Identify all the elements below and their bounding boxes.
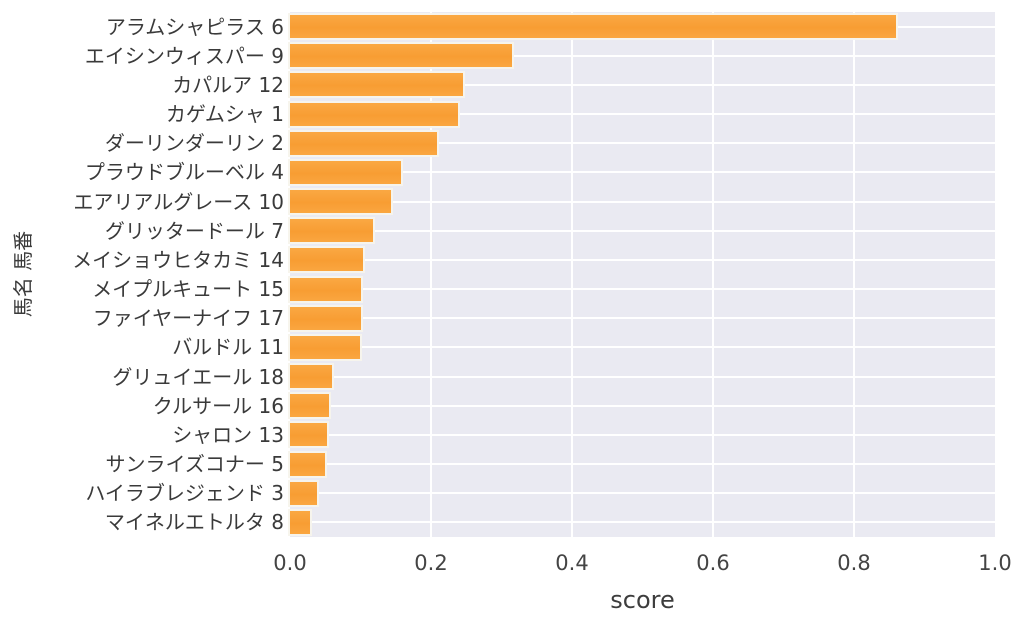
y-gridline [290,492,995,495]
y-tick-label: ダーリンダーリン 2 [104,131,284,156]
bar-グリッタードール 7 [287,217,376,245]
bar-サンライズコナー 5 [287,450,328,478]
y-gridline [290,113,995,116]
bar-エアリアルグレース 10 [288,188,393,216]
y-tick-label: カパルア 12 [172,72,284,97]
bar-シャロン 13 [287,421,330,449]
y-gridline [290,463,995,466]
x-gridline [571,12,573,537]
x-tick-label: 0.6 [696,551,730,575]
x-tick-label: 0.2 [414,551,448,575]
x-gridline [430,12,432,537]
y-tick-label: メイプルキュート 15 [92,277,284,302]
y-gridline [290,229,995,232]
y-gridline [290,288,995,291]
y-tick-label: ファイヤーナイフ 17 [92,306,284,331]
y-tick-label: エアリアルグレース 10 [73,189,284,214]
bar-マイネルエトルタ 8 [287,508,313,536]
bar-カゲムシャ 1 [287,100,461,128]
y-gridline [290,171,995,174]
y-gridline [290,317,995,320]
bar-クルサール 16 [287,392,332,420]
x-gridline [853,12,855,537]
y-tick-label: マイネルエトルタ 8 [104,510,284,535]
y-tick-label: プラウドブルーベル 4 [84,160,284,185]
y-tick-label: バルドル 11 [172,335,284,360]
bar-グリュイエール 18 [287,363,335,391]
x-tick-label: 1.0 [978,551,1012,575]
x-axis-label: score [610,586,675,614]
y-gridline [290,346,995,349]
y-gridline [290,521,995,524]
bar-ダーリンダーリン 2 [287,129,440,157]
bar-エイシンウィスパー 9 [287,42,515,70]
bar-カパルア 12 [287,71,466,99]
bar-メイプルキュート 15 [287,275,364,303]
y-gridline [290,375,995,378]
y-tick-label: シャロン 13 [172,422,284,447]
y-axis-label: 馬名 馬番 [11,230,35,318]
y-gridline [290,83,995,86]
plot-area [287,12,995,537]
y-tick-label: サンライズコナー 5 [105,452,284,477]
y-tick-label: ハイラブレジェンド 3 [85,481,284,506]
bar-ファイヤーナイフ 17 [288,304,363,332]
y-tick-label: クルサール 16 [152,393,284,418]
y-tick-label: エイシンウィスパー 9 [84,43,284,68]
bar-バルドル 11 [288,333,362,361]
bar-メイショウヒタカミ 14 [288,246,365,274]
x-gridline [712,12,714,537]
y-tick-label: カゲムシャ 1 [165,102,284,127]
x-tick-label: 0.0 [273,551,307,575]
y-gridline [290,258,995,261]
y-tick-label: グリュイエール 18 [112,364,284,389]
bar-ハイラブレジェンド 3 [287,479,320,507]
x-tick-label: 0.8 [837,551,871,575]
y-gridline [290,433,995,436]
y-tick-label: メイショウヒタカミ 14 [72,247,284,272]
y-tick-label: グリッタードール 7 [104,218,284,243]
x-tick-label: 0.4 [555,551,589,575]
y-tick-label: アラムシャピラス 6 [105,14,284,39]
y-gridline [290,54,995,57]
y-gridline [290,200,995,203]
bar-アラムシャピラス 6 [287,13,899,41]
bar-プラウドブルーベル 4 [288,158,403,186]
y-gridline [290,404,995,407]
y-gridline [290,142,995,145]
